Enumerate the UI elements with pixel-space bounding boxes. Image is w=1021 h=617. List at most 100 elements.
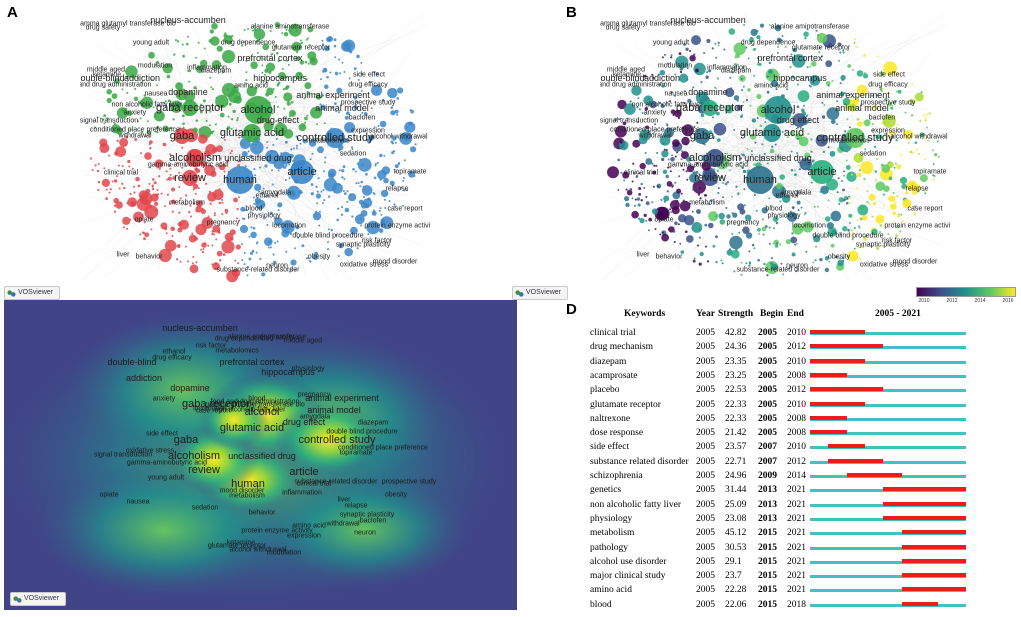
network-node: [842, 188, 845, 192]
network-node: [617, 189, 620, 191]
network-node: [218, 165, 221, 168]
row-strength: 22.33: [725, 399, 747, 410]
row-keyword: side effect: [590, 442, 630, 453]
network-keyword-label: middle aged: [606, 66, 646, 74]
network-node: [731, 212, 734, 215]
network-node: [97, 163, 100, 166]
network-node: [181, 146, 184, 149]
network-node: [326, 75, 329, 79]
network-node: [661, 231, 664, 234]
network-node: [247, 28, 249, 30]
network-node: [318, 210, 321, 213]
network-node: [384, 198, 386, 201]
network-node: [221, 201, 224, 204]
network-node: [383, 177, 389, 184]
network-node: [679, 200, 691, 212]
network-node: [811, 159, 815, 163]
network-node: [925, 116, 928, 119]
network-node: [356, 162, 359, 165]
heatmap-keyword-label: drug effect: [282, 417, 326, 427]
network-node: [208, 190, 211, 193]
network-node: [214, 123, 217, 126]
network-node: [774, 143, 777, 146]
network-keyword-label: opiate: [134, 216, 154, 224]
network-keyword-label: food and drug administration: [80, 81, 152, 89]
network-node: [825, 216, 831, 222]
network-node: [685, 132, 688, 134]
network-node: [831, 119, 836, 125]
network-node: [351, 148, 354, 151]
network-node: [211, 88, 214, 91]
network-keyword-label: addiction: [643, 73, 681, 83]
network-node: [622, 121, 627, 126]
burst-row: diazepam 2005 23.35 2005 2010: [588, 355, 1016, 369]
network-edge: [750, 129, 818, 193]
network-node: [284, 179, 287, 182]
network-node: [915, 148, 918, 151]
network-node: [295, 144, 298, 147]
network-node: [320, 190, 323, 193]
network-edge: [736, 109, 800, 225]
network-node: [722, 196, 725, 199]
network-node: [311, 152, 314, 155]
network-node: [791, 54, 806, 68]
network-node: [308, 139, 317, 147]
network-node: [137, 184, 141, 188]
network-node: [730, 153, 733, 156]
network-node: [798, 136, 809, 147]
network-node: [875, 181, 886, 191]
network-node: [618, 118, 621, 121]
network-node: [888, 102, 892, 107]
network-edge: [96, 113, 223, 149]
network-node: [857, 246, 860, 249]
network-node: [187, 69, 190, 72]
network-node: [363, 196, 365, 198]
network-keyword-label: signal transduction: [80, 117, 139, 125]
network-node: [143, 237, 146, 241]
panel-label-a: A: [7, 4, 18, 21]
network-node: [836, 191, 839, 194]
network-node: [879, 74, 881, 76]
network-keyword-label: review: [174, 172, 206, 184]
network-edge: [668, 24, 745, 146]
network-node: [862, 73, 869, 79]
network-keyword-label: prospective study: [340, 99, 396, 107]
network-node: [283, 107, 286, 110]
network-node: [680, 158, 683, 161]
network-node: [377, 124, 380, 127]
network-node: [360, 224, 362, 227]
network-node: [926, 113, 929, 116]
network-node: [185, 165, 188, 167]
network-edge: [215, 146, 285, 195]
network-edge: [713, 89, 929, 111]
network-node: [713, 168, 716, 171]
network-node: [737, 193, 740, 196]
network-node: [667, 228, 670, 231]
network-node: [636, 106, 639, 109]
network-node: [336, 87, 343, 94]
network-hub-node: [702, 100, 718, 116]
network-node: [276, 52, 279, 55]
network-node: [253, 168, 256, 171]
network-node: [706, 260, 710, 263]
network-node: [289, 191, 296, 197]
heatmap-keyword-label: diazepam: [357, 419, 389, 427]
network-node: [671, 205, 673, 208]
network-node: [843, 170, 846, 173]
network-node: [121, 88, 124, 91]
network-keyword-label: ethanol: [775, 192, 799, 200]
network-node: [756, 93, 762, 100]
colorbar-ticks: 2010 2012 2014 2016: [916, 298, 1016, 306]
network-node: [326, 36, 332, 43]
network-node: [694, 106, 697, 109]
network-node: [274, 44, 277, 48]
network-node: [624, 196, 630, 202]
network-node: [245, 71, 248, 74]
network-node: [838, 197, 844, 203]
network-node: [368, 134, 375, 141]
network-node: [341, 61, 344, 64]
network-node: [148, 51, 155, 59]
network-keyword-label: risk factor: [881, 237, 913, 245]
network-node: [651, 208, 659, 215]
network-edge: [713, 23, 794, 137]
